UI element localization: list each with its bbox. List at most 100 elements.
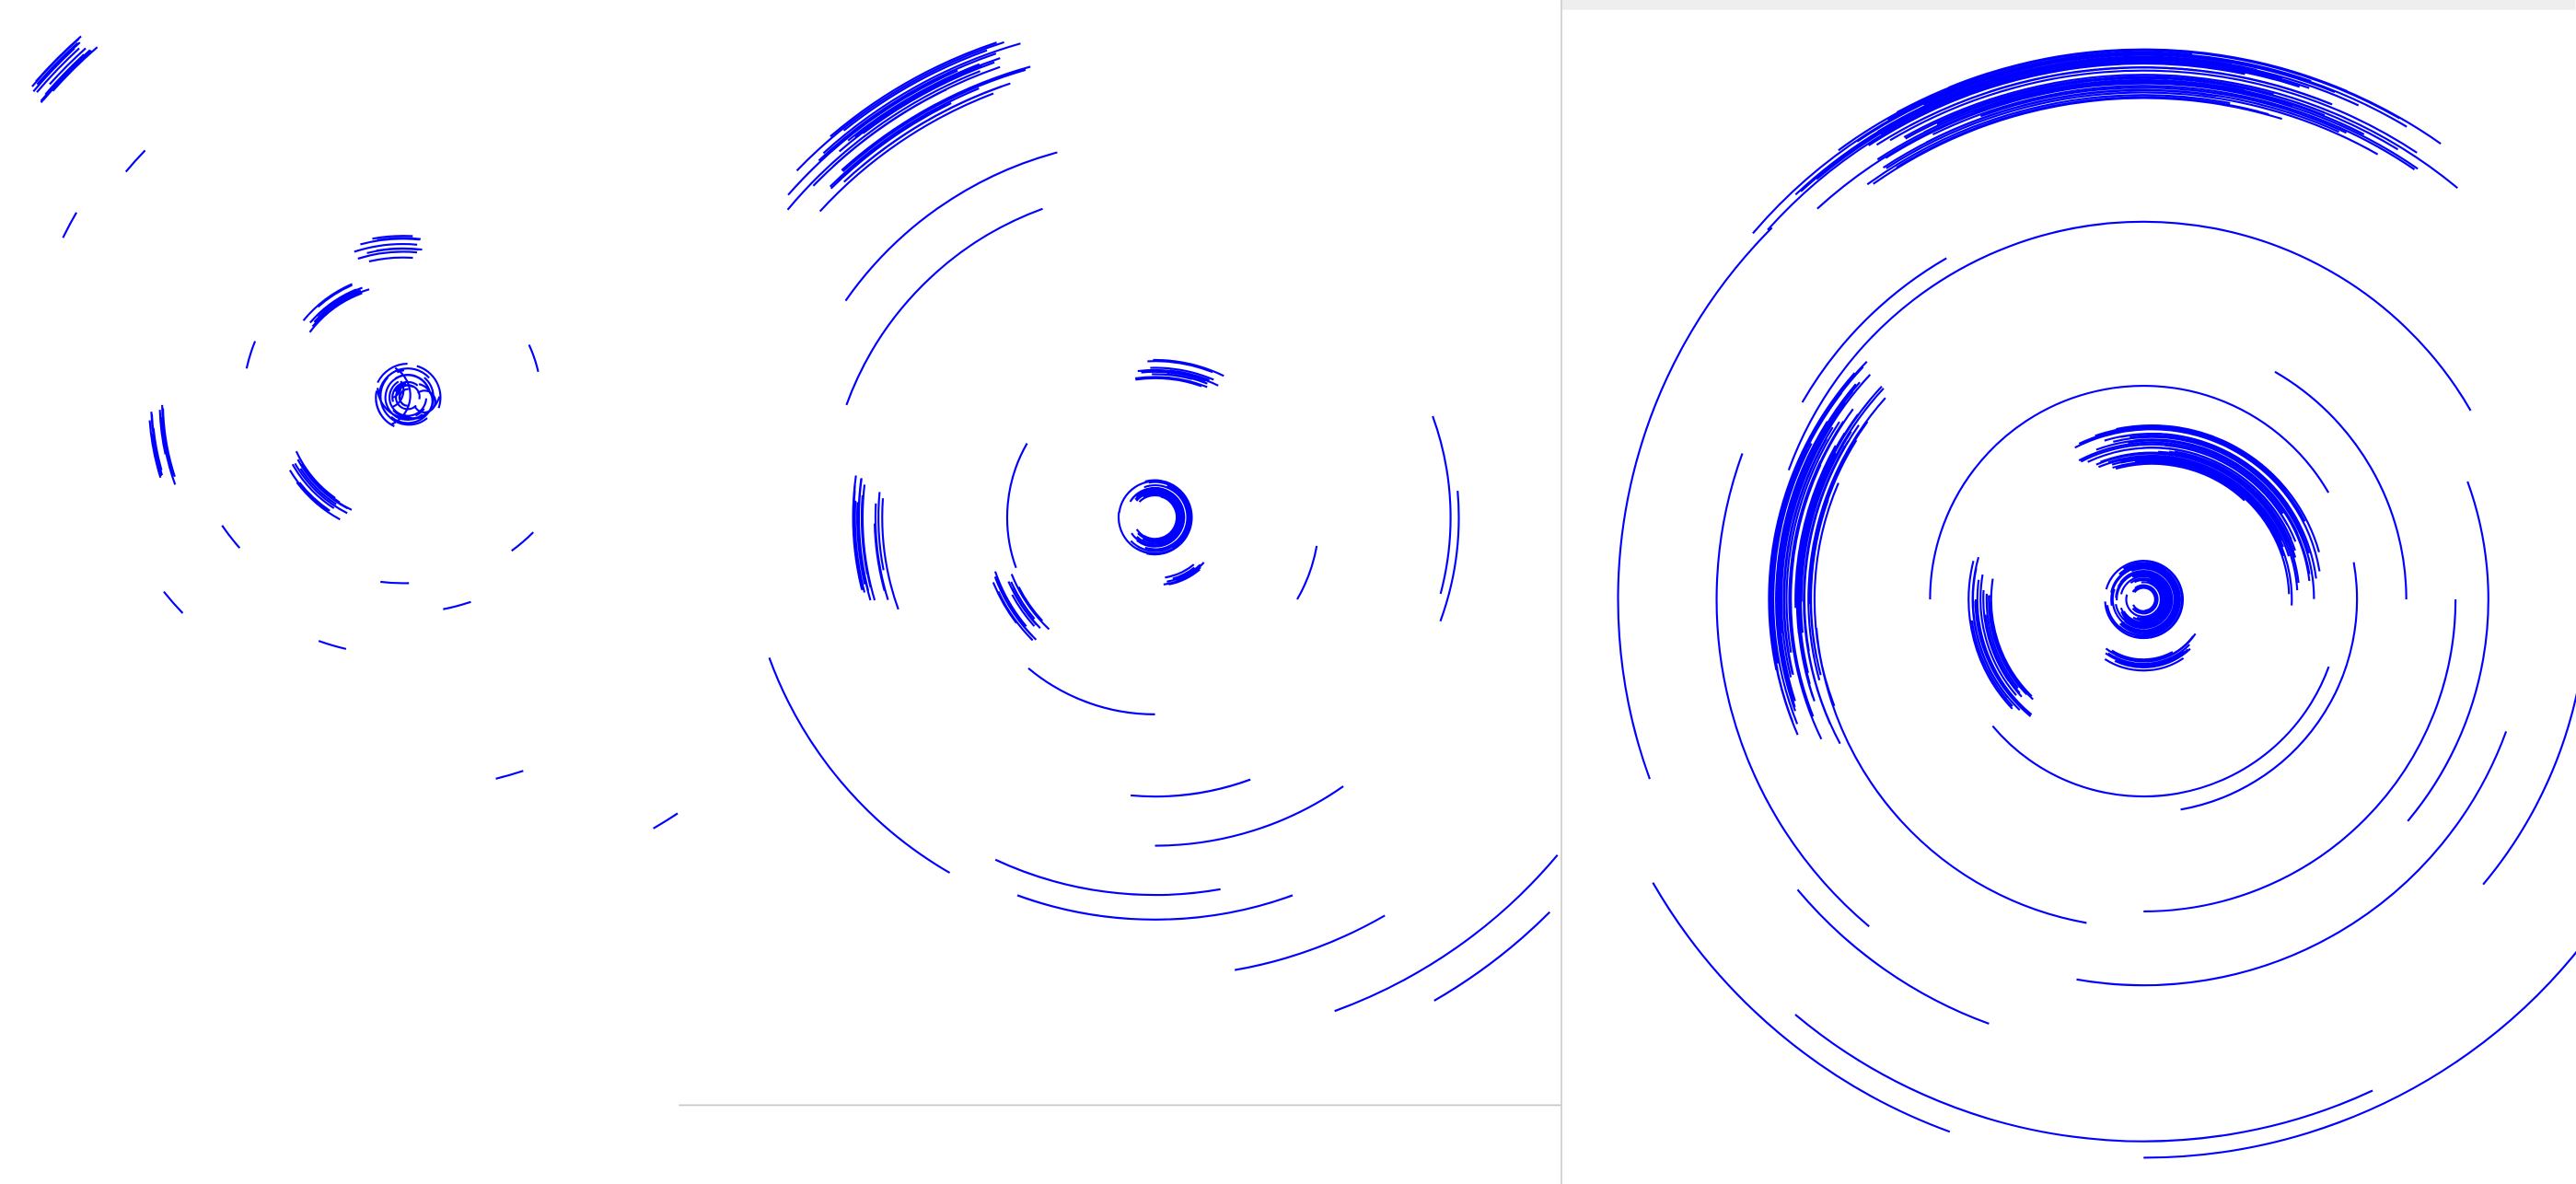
arc bbox=[1118, 480, 1192, 555]
arc bbox=[1982, 589, 2010, 682]
arc bbox=[366, 248, 419, 254]
arc bbox=[830, 102, 952, 190]
arc bbox=[2133, 586, 2156, 612]
arc bbox=[44, 53, 85, 96]
arc bbox=[1752, 52, 2312, 235]
arc bbox=[2143, 950, 2576, 1159]
arc bbox=[1974, 600, 2006, 690]
arc bbox=[1936, 76, 2399, 151]
arc bbox=[847, 63, 981, 142]
arc bbox=[1787, 220, 2472, 471]
arc bbox=[380, 580, 410, 585]
arc bbox=[841, 65, 1031, 171]
arc bbox=[1135, 491, 1181, 543]
arc bbox=[42, 50, 92, 101]
arc bbox=[836, 72, 950, 146]
arc bbox=[1135, 488, 1184, 546]
arc bbox=[1970, 620, 2013, 707]
arc bbox=[2129, 577, 2166, 621]
arc bbox=[221, 525, 241, 549]
arc bbox=[1010, 581, 1036, 620]
arc bbox=[1801, 257, 1947, 403]
arc bbox=[1131, 778, 1251, 798]
arc bbox=[1780, 374, 1872, 678]
arc bbox=[1808, 421, 1869, 605]
arc bbox=[822, 42, 1021, 155]
arc bbox=[1976, 616, 2008, 691]
arc bbox=[877, 492, 885, 571]
arc bbox=[313, 289, 362, 323]
arc bbox=[1979, 87, 2348, 134]
arc bbox=[294, 462, 348, 515]
arc bbox=[511, 531, 534, 552]
arc bbox=[1176, 562, 1205, 582]
arc bbox=[2074, 428, 2321, 572]
arc bbox=[392, 380, 405, 408]
arc bbox=[1932, 85, 2416, 170]
arc bbox=[1889, 69, 2418, 154]
arc bbox=[2120, 458, 2293, 606]
window-title-bar bbox=[1561, 0, 2576, 10]
arc bbox=[377, 363, 408, 384]
arc bbox=[2080, 443, 2297, 542]
arc bbox=[2110, 566, 2177, 633]
arc bbox=[163, 590, 184, 614]
arc bbox=[1873, 97, 2282, 185]
arc bbox=[151, 433, 163, 477]
arc bbox=[318, 640, 347, 650]
arc bbox=[841, 68, 1027, 173]
arc bbox=[2098, 456, 2283, 541]
arc bbox=[1155, 490, 1183, 545]
arc bbox=[2407, 481, 2489, 822]
arc bbox=[2134, 459, 2285, 557]
arc bbox=[1775, 421, 1828, 712]
arc bbox=[992, 582, 1017, 624]
arc bbox=[394, 384, 417, 411]
arc bbox=[2180, 562, 2359, 811]
arc bbox=[2104, 656, 2185, 672]
arc bbox=[49, 47, 87, 86]
arc bbox=[392, 384, 403, 399]
arc bbox=[994, 858, 1221, 897]
arc bbox=[2107, 454, 2291, 557]
arc bbox=[388, 380, 428, 417]
arc bbox=[1169, 369, 1210, 381]
arc bbox=[2128, 439, 2311, 582]
arc bbox=[2115, 570, 2173, 628]
arc bbox=[1166, 373, 1208, 385]
arc bbox=[786, 70, 981, 211]
arc bbox=[1979, 574, 2017, 696]
arc bbox=[394, 382, 407, 392]
arc bbox=[2274, 370, 2408, 600]
arc bbox=[368, 256, 413, 262]
arc bbox=[2111, 649, 2174, 661]
arc bbox=[414, 408, 425, 417]
arc bbox=[2112, 460, 2291, 595]
arc bbox=[1794, 1014, 2373, 1143]
arc bbox=[1800, 431, 1852, 602]
arc bbox=[1989, 602, 2034, 701]
arc bbox=[1967, 561, 2013, 710]
arc bbox=[1155, 785, 1344, 847]
arc bbox=[354, 243, 418, 253]
arc bbox=[1017, 586, 1043, 622]
arc bbox=[1788, 460, 1822, 653]
arc bbox=[1166, 563, 1201, 583]
arc bbox=[31, 38, 80, 87]
arc bbox=[1815, 627, 2087, 924]
arc bbox=[818, 92, 994, 213]
arc bbox=[1165, 563, 1195, 579]
arc bbox=[881, 498, 899, 610]
arc bbox=[1795, 432, 1846, 634]
arc bbox=[161, 413, 170, 461]
arc bbox=[1152, 376, 1193, 384]
arc bbox=[443, 600, 471, 610]
arc bbox=[1010, 574, 1050, 631]
arc bbox=[1770, 448, 1808, 664]
panel-middle bbox=[768, 41, 1559, 1013]
arc bbox=[845, 207, 1043, 406]
arc bbox=[1776, 383, 1857, 708]
arc bbox=[842, 49, 988, 132]
